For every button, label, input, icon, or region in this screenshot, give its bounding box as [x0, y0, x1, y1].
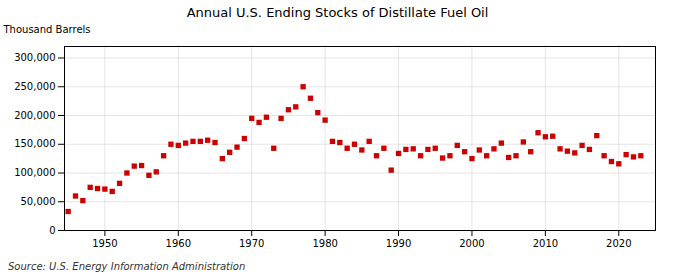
svg-text:2000: 2000	[459, 238, 484, 249]
svg-text:200,000: 200,000	[14, 110, 55, 121]
svg-text:2020: 2020	[606, 238, 631, 249]
svg-text:1950: 1950	[92, 238, 117, 249]
html-text:Source: U.S. Energy Informatio: Source: U.S. Energy Information Administ…	[8, 261, 246, 272]
svg-text:0: 0	[49, 225, 55, 236]
svg-text:1990: 1990	[386, 238, 411, 249]
svg-text:50,000: 50,000	[21, 196, 56, 207]
html-text:Annual U.S. Ending Stocks of D: Annual U.S. Ending Stocks of Distillate …	[186, 5, 489, 20]
svg-text:250,000: 250,000	[14, 81, 55, 92]
svg-text:1960: 1960	[166, 238, 191, 249]
svg-text:100,000: 100,000	[14, 167, 55, 178]
svg-text:300,000: 300,000	[14, 52, 55, 63]
svg-text:1970: 1970	[239, 238, 264, 249]
svg-text:2010: 2010	[533, 238, 558, 249]
svg-text:1980: 1980	[312, 238, 337, 249]
svg-text:Thousand Barrels: Thousand Barrels	[3, 24, 91, 35]
svg-text:150,000: 150,000	[14, 138, 55, 149]
